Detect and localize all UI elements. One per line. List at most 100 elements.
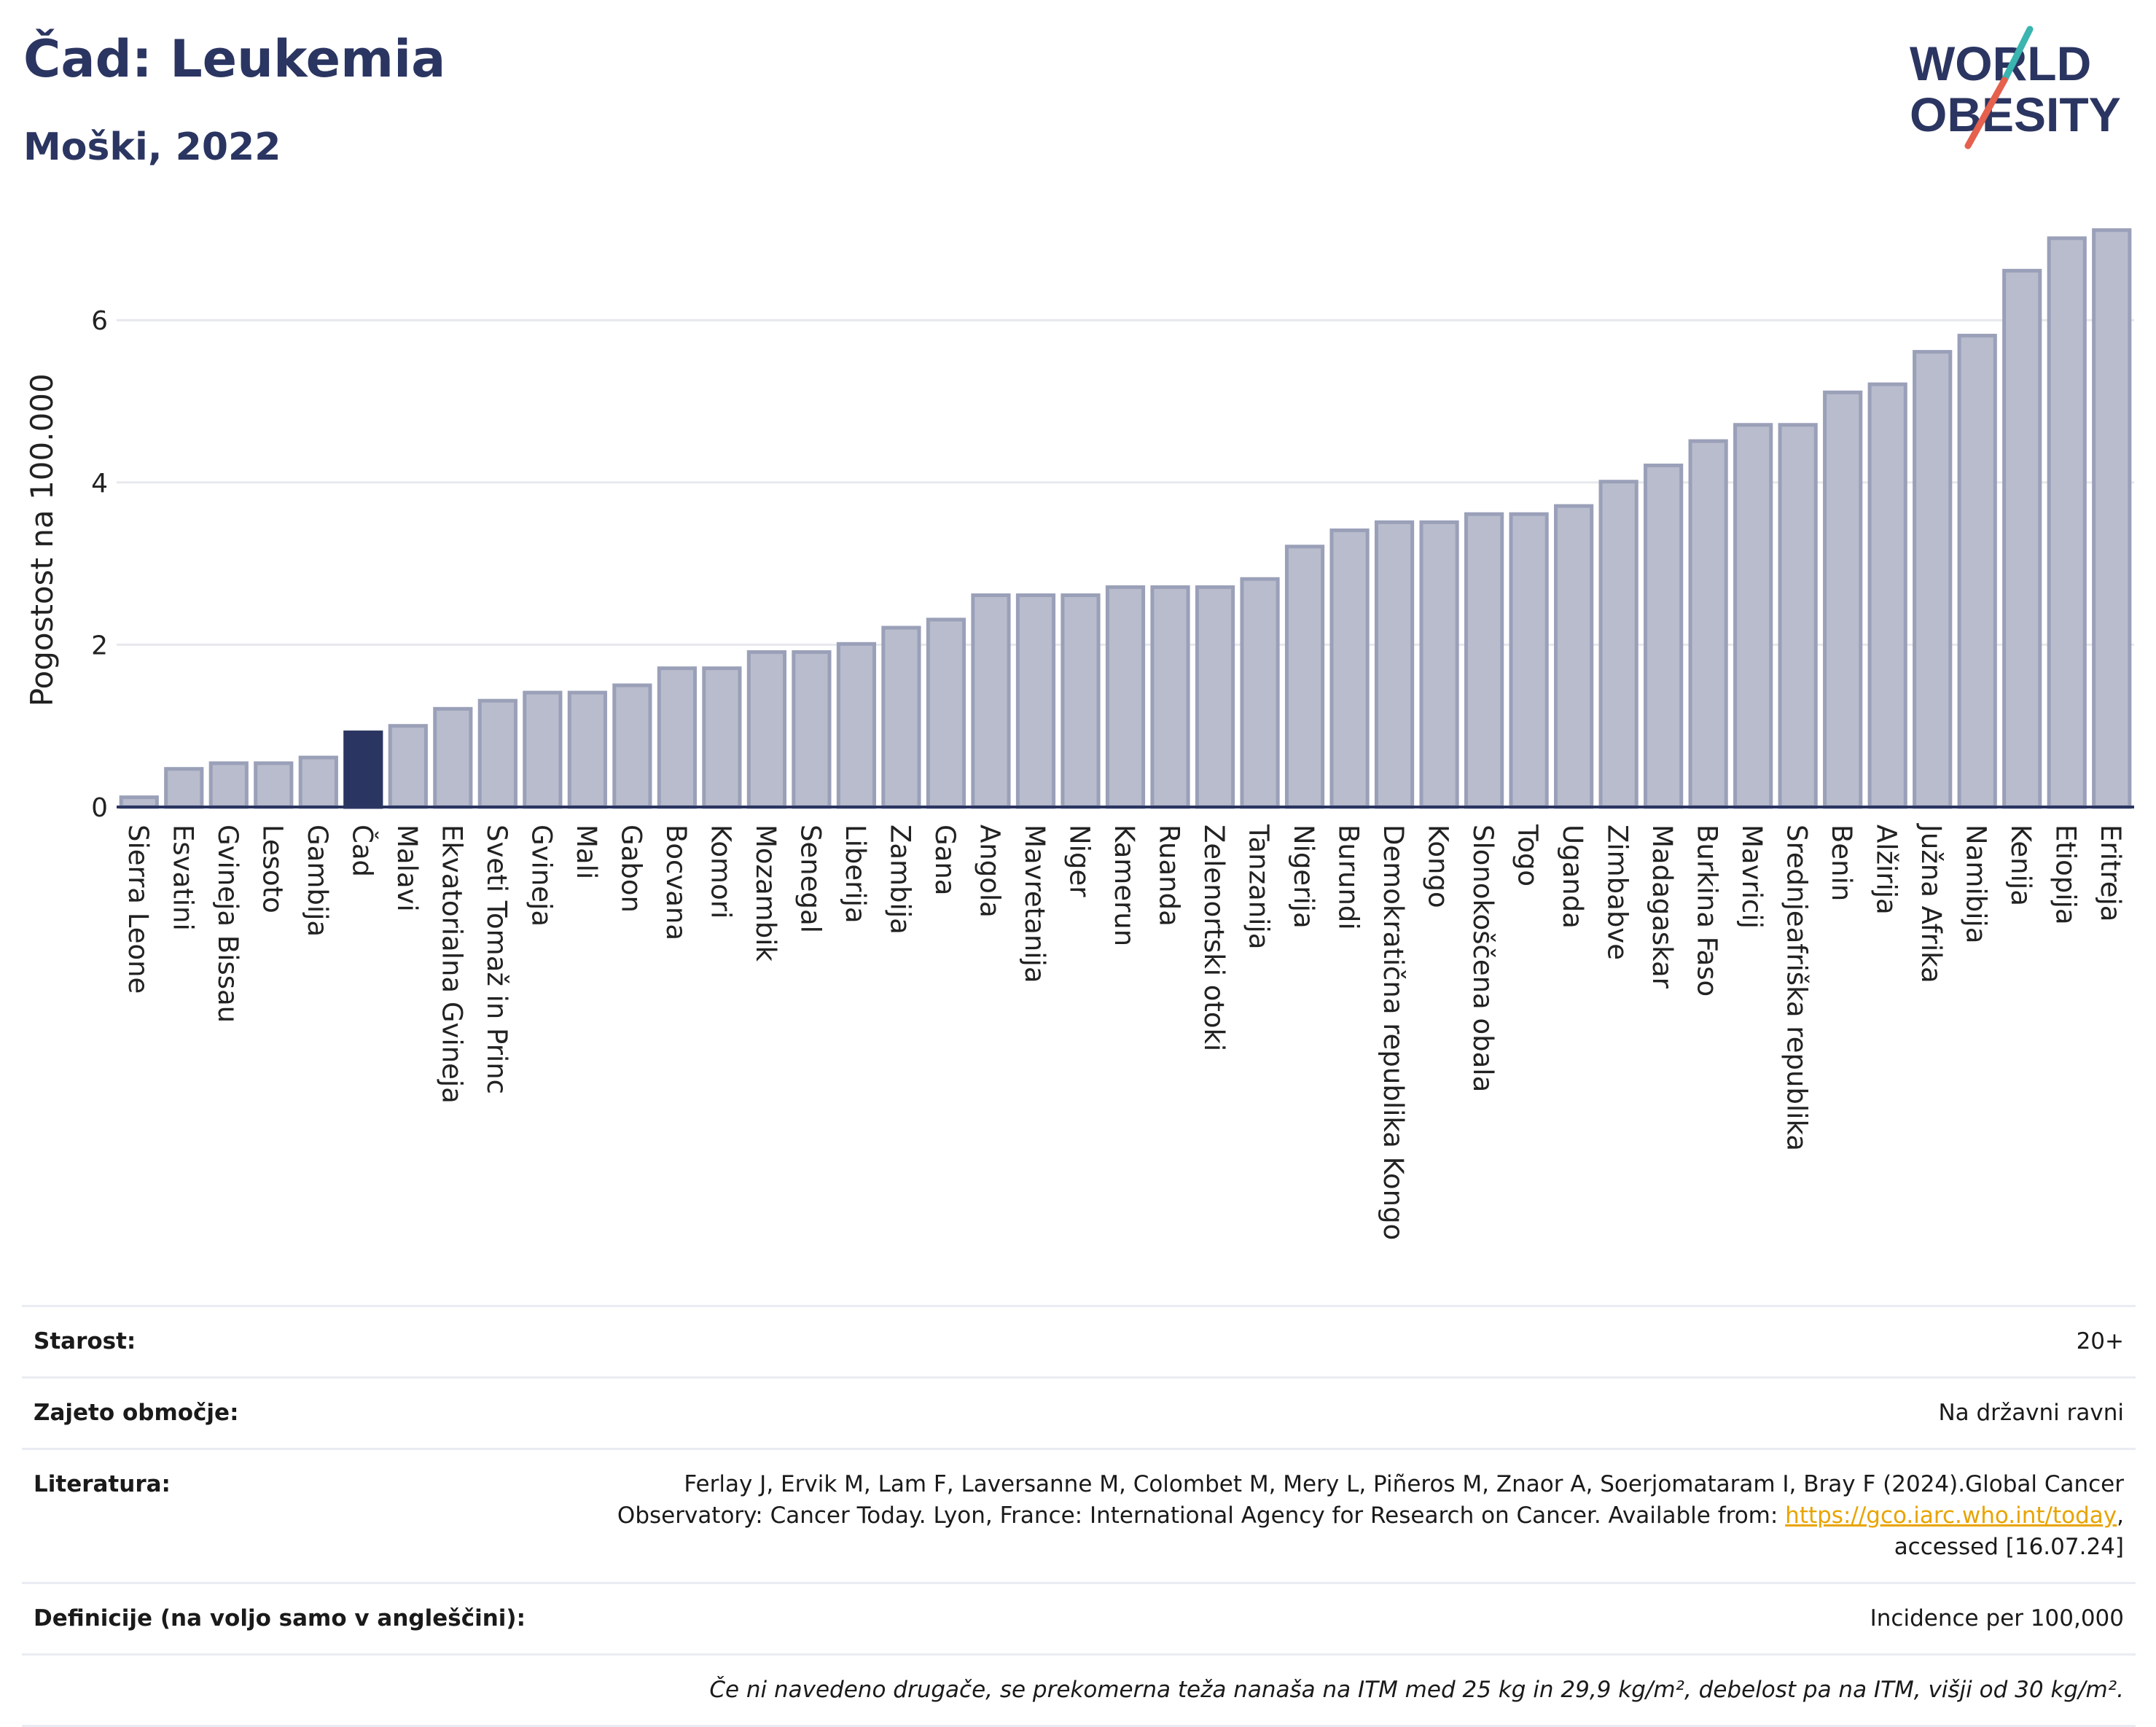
bar-21 xyxy=(1061,593,1101,809)
x-tick-label: Gana xyxy=(929,824,961,895)
x-tick-label: Južna Afrika xyxy=(1915,823,1947,983)
bar-9 xyxy=(523,690,563,809)
logo-slash-red xyxy=(1964,77,2008,149)
literature-value: Ferlay J, Ervik M, Lam F, Laversanne M, … xyxy=(617,1469,2124,1563)
x-tick-label: Benin xyxy=(1826,824,1857,901)
bar-15 xyxy=(792,650,832,809)
x-tick-label: Etiopija xyxy=(2050,824,2082,925)
x-tick-label: Tanzanija xyxy=(1243,824,1275,949)
x-tick-label: Demokratična republika Kongo xyxy=(1378,824,1409,1240)
literature-link[interactable]: https://gco.iarc.who.int/today xyxy=(1785,1502,2117,1529)
bar-40 xyxy=(1913,350,1953,809)
definitions-label: Definicije (na voljo samo v angleščini): xyxy=(34,1605,526,1632)
x-tick-label: Sierra Leone xyxy=(122,824,154,994)
literature-text-1: Ferlay J, Ervik M, Lam F, Laversanne M, … xyxy=(684,1471,2124,1497)
bar-29 xyxy=(1419,520,1459,809)
y-axis-label: Pogostost na 100.000 xyxy=(24,373,60,706)
logo-slash-teal xyxy=(2001,26,2034,84)
bar-11 xyxy=(612,683,652,809)
bar-18 xyxy=(926,617,966,809)
meta-row-coverage: Zajeto območje: Na državni ravni xyxy=(22,1376,2136,1448)
x-tick-label: Kongo xyxy=(1423,824,1454,908)
bar-35 xyxy=(1688,439,1728,809)
x-tick-label: Mali xyxy=(571,824,602,879)
x-tick-label: Zimbabve xyxy=(1602,824,1633,960)
bar-23 xyxy=(1150,585,1190,809)
x-tick-label: Slonokoščena obala xyxy=(1467,824,1499,1092)
bar-27 xyxy=(1329,528,1370,809)
x-tick-label: Nigerija xyxy=(1288,824,1319,929)
x-tick-label: Bocvana xyxy=(660,824,692,940)
x-tick-label: Gvineja Bissau xyxy=(212,824,243,1023)
y-tick-label: 0 xyxy=(91,793,108,823)
literature-text-2: Observatory: Cancer Today. Lyon, France:… xyxy=(617,1502,1786,1529)
literature-text-4: accessed [16.07.24] xyxy=(1894,1534,2124,1560)
x-tick-label: Lesoto xyxy=(257,824,288,913)
y-tick-label: 2 xyxy=(91,631,108,660)
x-tick-label: Burkina Faso xyxy=(1692,824,1723,997)
x-tick-label: Senegal xyxy=(794,824,826,933)
bar-30 xyxy=(1464,512,1504,809)
definitions-value: Incidence per 100,000 xyxy=(1870,1605,2124,1632)
x-tick-label: Mavricij xyxy=(1736,824,1768,929)
page-subtitle: Moški, 2022 xyxy=(23,125,281,169)
bar-2 xyxy=(208,761,249,809)
x-tick-label: Gambija xyxy=(302,824,333,937)
x-tick-label: Kamerun xyxy=(1109,824,1140,946)
x-tick-label: Madagaskar xyxy=(1647,824,1678,989)
bar-42 xyxy=(2002,268,2042,809)
bar-chart: 0 2 4 6 Pogostost na 100.000 Sierra Leone Esva… xyxy=(24,228,2134,1240)
bar-3 xyxy=(254,761,294,809)
bar-16 xyxy=(836,642,877,809)
meta-row-note: Če ni navedeno drugače, se prekomerna te… xyxy=(22,1653,2136,1727)
bar-26 xyxy=(1284,545,1325,809)
x-tick-label: Mozambik xyxy=(750,824,781,962)
bar-43 xyxy=(2047,236,2087,809)
x-tick-label: Srednjeafriška republika xyxy=(1781,824,1813,1151)
x-tick-label: Togo xyxy=(1512,824,1544,886)
literature-text-3: , xyxy=(2117,1502,2124,1529)
x-tick-label: Angola xyxy=(974,824,1005,918)
x-tick-label: Gabon xyxy=(615,824,647,913)
page-title: Čad: Leukemia xyxy=(23,29,446,89)
coverage-label: Zajeto območje: xyxy=(34,1400,239,1426)
meta-row-literature: Literatura: Ferlay J, Ervik M, Lam F, La… xyxy=(22,1448,2136,1582)
bar-4 xyxy=(298,755,338,809)
bar-0 xyxy=(119,795,159,809)
bar-22 xyxy=(1105,585,1146,809)
bar-31 xyxy=(1509,512,1549,809)
bar-1 xyxy=(164,767,204,809)
x-tick-label: Zambija xyxy=(884,824,915,935)
world-obesity-logo: WORLD OBESITY xyxy=(1910,26,2121,149)
bar-17 xyxy=(881,625,921,809)
age-value: 20+ xyxy=(2076,1328,2124,1354)
x-tick-label: Sveti Tomaž in Princ xyxy=(481,824,512,1094)
bar-19 xyxy=(971,593,1011,809)
bar-38 xyxy=(1823,390,1863,809)
bar-44 xyxy=(2092,228,2132,809)
logo-line-2: OBESITY xyxy=(1910,87,2121,141)
x-tick-label: Čad xyxy=(346,824,378,877)
x-tick-label: Esvatini xyxy=(167,824,198,931)
meta-row-age: Starost: 20+ xyxy=(22,1305,2136,1376)
x-tick-label: Malavi xyxy=(391,824,423,912)
bar-12 xyxy=(657,666,697,809)
footnote: Če ni navedeno drugače, se prekomerna te… xyxy=(709,1677,2124,1703)
x-tick-label: Ruanda xyxy=(1154,824,1185,927)
x-tick-label: Niger xyxy=(1063,824,1095,897)
x-tick-label: Alžirija xyxy=(1871,824,1902,915)
bar-36 xyxy=(1733,423,1773,809)
x-tick-label: Zelenortski otoki xyxy=(1198,824,1230,1051)
bar-20 xyxy=(1015,593,1056,809)
x-tick-label: Liberija xyxy=(840,824,871,924)
bar-41 xyxy=(1957,333,1997,809)
x-tick-label: Mavretanija xyxy=(1019,824,1050,983)
x-tick-label: Kenija xyxy=(2005,824,2036,906)
bar-24 xyxy=(1195,585,1235,809)
bar-14 xyxy=(746,650,787,809)
x-tick-label: Eritreja xyxy=(2095,824,2126,922)
x-tick-label: Uganda xyxy=(1557,824,1588,929)
x-tick-label: Gvineja xyxy=(526,824,557,927)
age-label: Starost: xyxy=(34,1328,136,1354)
y-tick-label: 6 xyxy=(91,306,108,336)
